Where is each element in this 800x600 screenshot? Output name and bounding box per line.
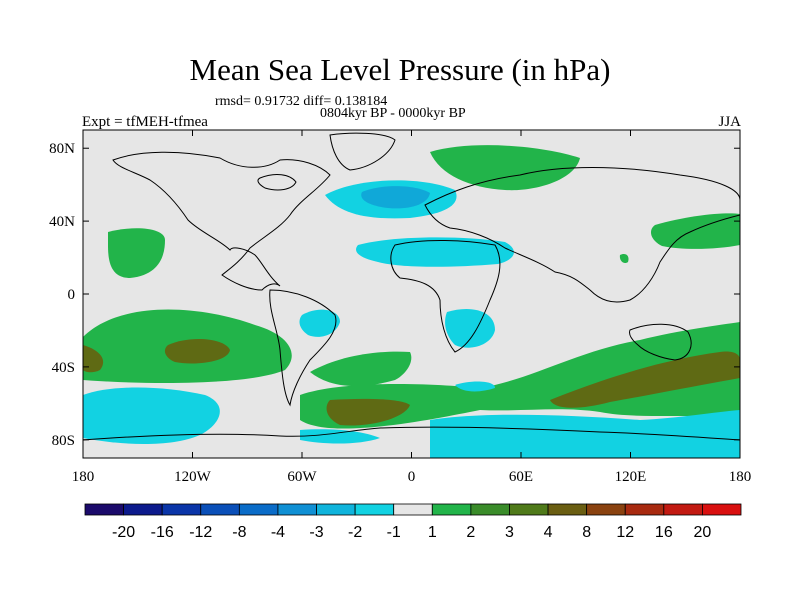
x-tick-label: 0	[408, 469, 416, 485]
period-text: 0804kyr BP - 0000kyr BP	[320, 106, 466, 121]
colorbar-label: 16	[655, 524, 673, 541]
colorbar-swatch	[393, 503, 433, 516]
colorbar-swatch	[624, 503, 665, 516]
y-tick-label: 40S	[52, 360, 75, 376]
colorbar-label: 3	[505, 524, 514, 541]
colorbar-label: -1	[387, 524, 401, 541]
colorbar-swatch	[354, 503, 395, 516]
coastlines	[83, 132, 740, 441]
experiment-label: Expt = tfMEH-tfmea	[82, 114, 208, 130]
chart-title: Mean Sea Level Pressure (in hPa)	[189, 52, 611, 87]
x-tick-label: 120W	[174, 469, 212, 485]
x-tick-label: 180	[72, 469, 95, 485]
colorbar-label: 12	[616, 524, 634, 541]
colorbar-swatch	[586, 503, 626, 516]
colorbar-label: -4	[271, 524, 285, 541]
x-axis: 180 120W 60W 0 60E 120E 180	[72, 130, 752, 485]
colorbar-swatch	[277, 503, 317, 516]
colorbar-label: 8	[582, 524, 591, 541]
colorbar-swatch	[470, 503, 510, 516]
colorbar-swatch	[238, 503, 279, 516]
colorbar-swatch	[316, 503, 356, 516]
x-tick-label: 120E	[615, 469, 647, 485]
colorbar-swatch	[547, 503, 588, 516]
y-tick-label: 80S	[52, 433, 75, 449]
colorbar: -20 -16 -12 -8 -4 -3 -2 -1 1 2 3 4 8 12 16 20	[84, 503, 742, 541]
colorbar-label: -3	[309, 524, 323, 541]
colorbar-label: -8	[232, 524, 246, 541]
colorbar-label: 4	[544, 524, 553, 541]
strong-negative-anomaly-areas	[361, 186, 430, 209]
colorbar-label: -20	[112, 524, 135, 541]
colorbar-label: 2	[466, 524, 475, 541]
colorbar-swatch	[200, 503, 240, 516]
negative-anomaly-areas	[83, 180, 740, 458]
colorbar-swatch	[84, 503, 124, 516]
season-label: JJA	[718, 114, 741, 130]
y-tick-label: 0	[68, 287, 76, 303]
y-tick-label: 40N	[49, 214, 75, 230]
colorbar-swatch	[702, 503, 742, 516]
colorbar-label: -2	[348, 524, 362, 541]
stats-text: rmsd= 0.91732 diff= 0.138184	[215, 94, 388, 109]
colorbar-swatch	[509, 503, 549, 516]
colorbar-swatch	[663, 503, 703, 516]
x-tick-label: 60E	[509, 469, 533, 485]
colorbar-label: 1	[428, 524, 437, 541]
colorbar-swatch	[161, 503, 202, 516]
map-panel	[83, 130, 740, 458]
y-axis: 80N 40N 0 40S 80S	[49, 141, 740, 449]
x-tick-label: 60W	[287, 469, 317, 485]
x-tick-label: 180	[729, 469, 752, 485]
colorbar-swatch	[431, 503, 472, 516]
colorbar-label: -16	[151, 524, 174, 541]
colorbar-label: -12	[189, 524, 212, 541]
colorbar-label: 20	[694, 524, 712, 541]
y-tick-label: 80N	[49, 141, 75, 157]
strong-positive-anomaly-areas	[83, 338, 740, 426]
colorbar-swatch	[123, 503, 163, 516]
